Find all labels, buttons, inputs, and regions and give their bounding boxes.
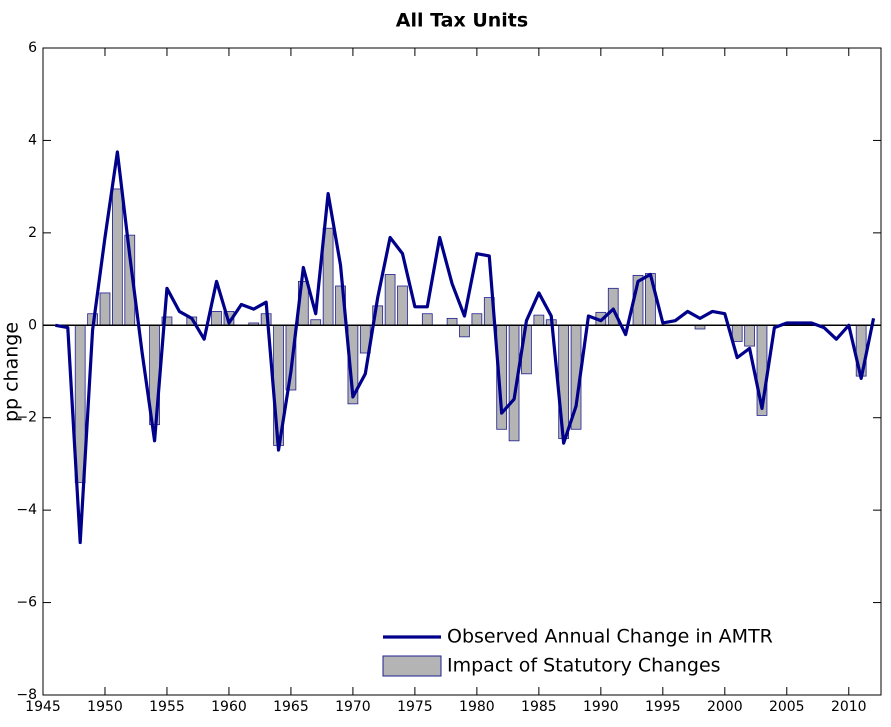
bar (645, 273, 656, 326)
bar (459, 324, 470, 338)
x-tick-label: 1965 (273, 699, 309, 715)
y-tick-label: 0 (28, 317, 37, 333)
plot-frame (42, 47, 882, 696)
bar (99, 292, 111, 326)
bar (471, 313, 483, 326)
y-tick-label: 2 (28, 225, 37, 241)
y-tick-label: −8 (16, 687, 37, 703)
x-tick-label: 2000 (707, 699, 743, 715)
bar (446, 317, 458, 326)
bar (533, 314, 545, 326)
x-tick-label: 1985 (521, 699, 557, 715)
chart-title: All Tax Units (396, 10, 528, 32)
legend-label: Observed Annual Change in AMTR (447, 626, 773, 648)
x-tick-label: 1995 (645, 699, 681, 715)
bar (744, 324, 755, 347)
bar (384, 274, 396, 326)
x-tick-label: 1950 (87, 699, 123, 715)
x-tick-label: 2005 (769, 699, 805, 715)
bar (731, 324, 743, 342)
y-axis-label: pp change (1, 322, 23, 422)
x-tick-label: 1975 (397, 699, 433, 715)
y-tick-label: −6 (16, 595, 37, 611)
legend-swatch (382, 655, 442, 677)
x-tick-label: 2010 (831, 699, 867, 715)
bar (421, 313, 433, 326)
x-tick-label: 1960 (211, 699, 247, 715)
bar (211, 311, 222, 326)
x-tick-label: 1945 (25, 699, 61, 715)
y-tick-label: −4 (16, 502, 37, 518)
x-tick-label: 1980 (459, 699, 495, 715)
y-tick-label: 6 (28, 40, 37, 56)
y-tick-label: 4 (28, 132, 37, 148)
bar (112, 188, 123, 326)
bar (397, 285, 408, 326)
x-tick-label: 1990 (583, 699, 619, 715)
x-tick-label: 1955 (149, 699, 185, 715)
line (55, 150, 876, 545)
x-tick-label: 1970 (335, 699, 371, 715)
bar (310, 319, 322, 326)
y-tick-label: −2 (16, 410, 37, 426)
legend-label: Impact of Statutory Changes (447, 655, 721, 677)
